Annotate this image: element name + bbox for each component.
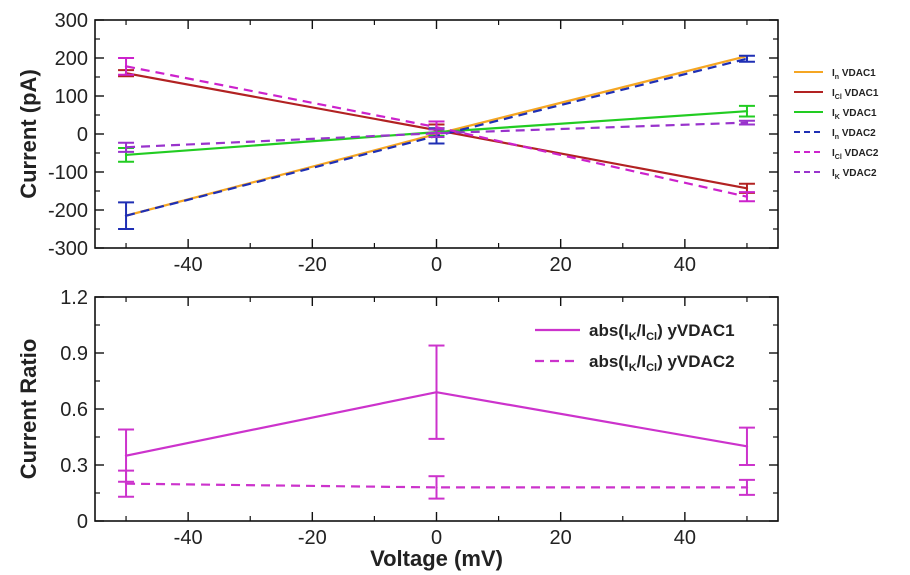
legend-label-sub: Cl xyxy=(646,331,657,343)
legend-label-sub: n xyxy=(835,134,839,141)
legend-label-pre: abs(I xyxy=(589,352,629,371)
x-tick-label: -40 xyxy=(174,254,203,276)
x-tick-label: 0 xyxy=(431,254,442,276)
legend-label-sub: Cl xyxy=(835,154,842,161)
legend-label-sub: K xyxy=(835,114,840,121)
legend-label-suffix: VDAC2 xyxy=(840,168,877,179)
series-4 xyxy=(118,54,755,230)
x-axis-label: Voltage (mV) xyxy=(370,546,503,571)
legend-label-main: I xyxy=(832,148,835,159)
x-tick-label: 0 xyxy=(431,527,442,549)
legend-label: IK VDAC2 xyxy=(832,168,877,181)
legend-label-main: I xyxy=(832,108,835,119)
legend-label-suffix: VDAC1 xyxy=(839,68,876,79)
legend-label-pre: abs(I xyxy=(589,321,629,340)
legend-label-mid: /I xyxy=(637,321,646,340)
y-tick-label: 300 xyxy=(55,10,88,32)
legend-label: abs(IK/ICl) yVDAC2 xyxy=(589,352,735,374)
legend-label-sub: n xyxy=(835,74,839,81)
y-axis-label: Current Ratio xyxy=(16,339,41,480)
y-tick-label: 100 xyxy=(55,86,88,108)
x-tick-label: -20 xyxy=(298,527,327,549)
legend-label: In VDAC2 xyxy=(832,128,876,141)
legend-label-suffix: VDAC2 xyxy=(842,148,879,159)
series-line xyxy=(126,482,747,489)
series-6 xyxy=(118,119,755,153)
y-tick-label: 0 xyxy=(77,124,88,146)
y-tick-label: 0 xyxy=(77,511,88,533)
legend-label: IK VDAC1 xyxy=(832,108,877,121)
legend-label-main: I xyxy=(832,68,835,79)
legend-label-post: ) yVDAC2 xyxy=(657,352,734,371)
y-tick-label: 1.2 xyxy=(60,287,88,309)
legend-label-sub: K xyxy=(629,362,637,374)
x-tick-label: 40 xyxy=(674,527,696,549)
y-axis-label: Current (pA) xyxy=(16,69,41,199)
legend-label-sub: K xyxy=(835,174,840,181)
legend-label: In VDAC1 xyxy=(832,68,876,81)
y-tick-label: 0.3 xyxy=(60,455,88,477)
x-tick-label: 20 xyxy=(550,254,572,276)
legend-label: ICl VDAC1 xyxy=(832,88,879,101)
series-2 xyxy=(118,469,755,500)
legend-label: ICl VDAC2 xyxy=(832,148,879,161)
y-tick-label: 200 xyxy=(55,48,88,70)
legend-label-sub: K xyxy=(629,331,637,343)
legend-label-main: I xyxy=(832,128,835,139)
y-tick-label: -300 xyxy=(48,238,88,260)
legend-label-post: ) yVDAC1 xyxy=(657,321,734,340)
series-line xyxy=(125,121,747,149)
y-tick-label: -100 xyxy=(48,162,88,184)
y-tick-label: -200 xyxy=(48,200,88,222)
legend-label: abs(IK/ICl) yVDAC1 xyxy=(589,321,735,343)
y-tick-label: 0.6 xyxy=(60,399,88,421)
legend-label-sub: Cl xyxy=(646,362,657,374)
legend-label-suffix: VDAC2 xyxy=(839,128,876,139)
top-panel-current-chart: -40 -20 0 20 40-300-200-1000100200300Current… xyxy=(16,10,879,276)
x-tick-label: -20 xyxy=(298,254,327,276)
legend-label-mid: /I xyxy=(637,352,646,371)
legend-label-main: I xyxy=(832,168,835,179)
y-tick-label: 0.9 xyxy=(60,343,88,365)
x-tick-label: -40 xyxy=(174,527,203,549)
bottom-panel-ratio-chart: -40 -20 0 20 40 0 0.3 0.6 0.9 1.2 Current Ratio Vol… xyxy=(16,287,779,571)
legend-label-suffix: VDAC1 xyxy=(842,88,879,99)
legend-label-sub: Cl xyxy=(835,94,842,101)
legend-label-suffix: VDAC1 xyxy=(840,108,877,119)
legend-label-main: I xyxy=(832,88,835,99)
x-tick-label: 20 xyxy=(550,527,572,549)
x-tick-label: 40 xyxy=(674,254,696,276)
